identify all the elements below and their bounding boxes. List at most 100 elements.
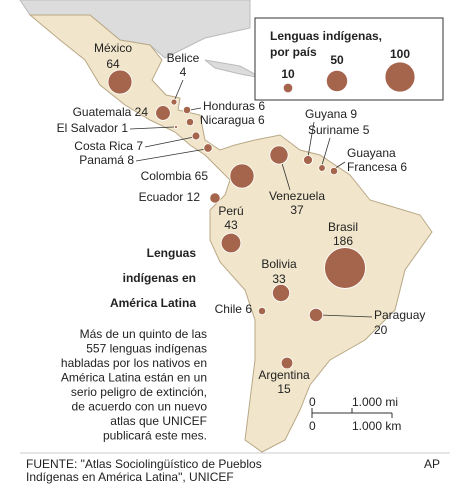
description-line: Más de un quinto de las xyxy=(80,327,207,341)
country-value: 6 xyxy=(245,302,252,316)
country-name: Perú xyxy=(218,204,243,218)
country-circle xyxy=(303,155,313,165)
country-name: Paraguay xyxy=(374,308,425,322)
description-line: serio peligro de extinción, xyxy=(71,385,207,399)
legend-label: 100 xyxy=(390,47,410,61)
description-line: 557 lenguas indígenas xyxy=(86,342,207,356)
country-value: 6 xyxy=(400,160,407,174)
country-value: 4 xyxy=(180,65,187,79)
country-value: 33 xyxy=(272,272,286,286)
country-name: Francesa xyxy=(347,160,397,174)
country-circle xyxy=(155,105,171,121)
country-circle xyxy=(271,283,291,303)
scale-label: 1.000 mi xyxy=(352,395,398,409)
country-label: Ecuador 12 xyxy=(139,190,201,204)
legend-label: 10 xyxy=(281,67,295,81)
country-value: 7 xyxy=(136,139,143,153)
country-value: 1 xyxy=(121,121,128,135)
legend-title: por país xyxy=(270,45,317,59)
country-value: 20 xyxy=(374,323,388,337)
country-label: Guyana 9 xyxy=(305,107,357,121)
country-name: Honduras xyxy=(203,99,255,113)
country-value: 64 xyxy=(106,57,120,71)
title-line: América Latina xyxy=(110,296,196,310)
scale-label: 0 xyxy=(309,395,316,409)
country-name: El Salvador xyxy=(57,121,118,135)
country-circle xyxy=(203,143,213,153)
country-circle xyxy=(107,69,133,95)
country-circle xyxy=(174,125,178,129)
country-name: Argentina xyxy=(258,368,310,382)
country-circle xyxy=(170,98,178,106)
scale-label: 0 xyxy=(309,419,316,433)
country-name: Costa Rica xyxy=(74,139,133,153)
title-line: Lenguas xyxy=(147,246,197,260)
credit: AP xyxy=(424,457,440,471)
country-value: 8 xyxy=(127,153,134,167)
country-value: 65 xyxy=(195,169,209,183)
legend-circle xyxy=(282,82,294,94)
country-name: Ecuador xyxy=(139,190,184,204)
legend-circle xyxy=(384,61,416,93)
country-circle xyxy=(220,232,242,254)
leader-line xyxy=(189,107,202,111)
country-label: Chile 6 xyxy=(215,302,253,316)
country-label: Francesa 6 xyxy=(347,160,407,174)
country-circle xyxy=(269,145,289,165)
source-line: Indígenas en América Latina", UNICEF xyxy=(26,470,234,484)
country-label: Honduras 6 xyxy=(203,99,265,113)
country-circle xyxy=(191,131,201,141)
legend-title: Lenguas indígenas, xyxy=(270,29,382,43)
country-circle xyxy=(257,306,267,316)
country-label: Colombia 65 xyxy=(141,169,209,183)
country-circle xyxy=(185,117,195,127)
scale-label: 1.000 km xyxy=(352,419,401,433)
description-line: atlas que UNICEF xyxy=(110,414,207,428)
leader-line xyxy=(280,159,291,191)
country-label: El Salvador 1 xyxy=(57,121,129,135)
country-circle xyxy=(209,192,221,204)
leader-line xyxy=(174,79,184,100)
country-name: Belice xyxy=(167,51,200,65)
country-name: Panamá xyxy=(79,153,124,167)
country-value: 5 xyxy=(363,123,370,137)
country-value: 37 xyxy=(290,203,304,217)
country-value: 186 xyxy=(333,234,353,248)
country-label: Suriname 5 xyxy=(308,123,370,137)
marks xyxy=(20,17,450,454)
country-circle xyxy=(329,166,339,176)
country-name: Bolivia xyxy=(261,257,297,271)
country-circle xyxy=(318,164,326,172)
country-name: Suriname xyxy=(308,123,360,137)
country-value: 6 xyxy=(258,99,265,113)
country-label: Panamá 8 xyxy=(79,153,134,167)
country-name: Guyana xyxy=(305,107,347,121)
source-line: FUENTE: "Atlas Sociolingüístico de Puebl… xyxy=(26,457,262,471)
description-line: habladas por los nativos en xyxy=(61,356,207,370)
leader-line xyxy=(135,148,207,162)
country-value: 9 xyxy=(350,107,357,121)
country-value: 24 xyxy=(135,105,149,119)
country-circle xyxy=(324,247,366,289)
country-name: Brasil xyxy=(328,220,358,234)
legend-circle xyxy=(325,69,349,93)
country-name: Guatemala xyxy=(73,105,132,119)
country-name: Venezuela xyxy=(269,189,325,203)
country-name: Chile xyxy=(215,302,243,316)
country-circle xyxy=(182,105,192,115)
country-name: Guayana xyxy=(347,146,396,160)
country-name: México xyxy=(94,41,132,55)
description-line: América Latina están en un xyxy=(61,371,207,385)
country-value: 6 xyxy=(258,113,265,127)
leader-line xyxy=(321,137,331,166)
legend-label: 50 xyxy=(330,53,344,67)
country-name: Nicaragua xyxy=(200,113,255,127)
leader-line xyxy=(319,314,373,318)
country-label: Guatemala 24 xyxy=(73,105,149,119)
leader-line xyxy=(307,121,315,158)
description-line: de acuerdo con un nuevo xyxy=(72,400,208,414)
country-value: 43 xyxy=(224,218,238,232)
caribbean-island xyxy=(204,59,263,79)
